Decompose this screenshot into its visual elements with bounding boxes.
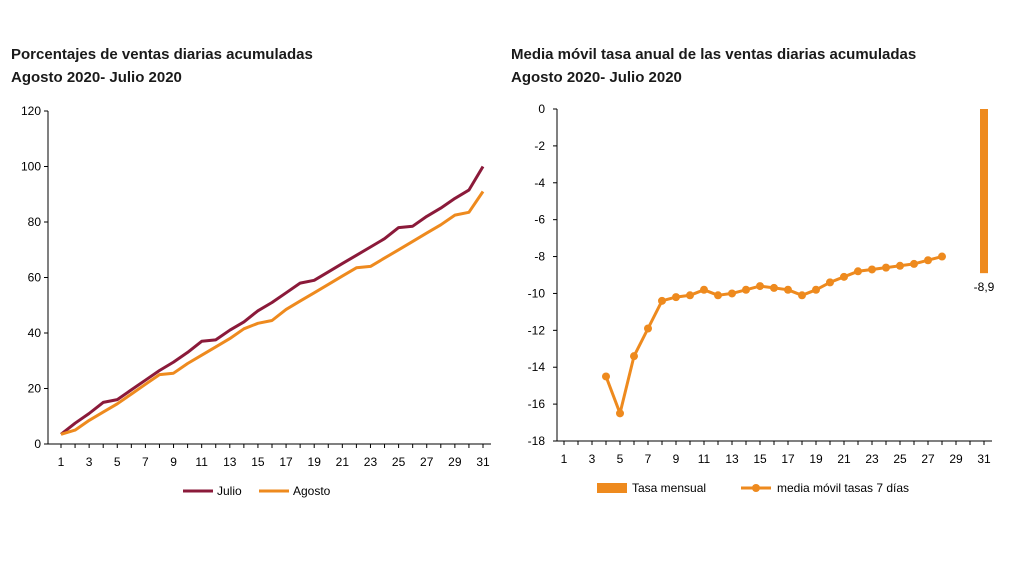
chart2-moving-average-line <box>604 255 943 415</box>
chart2-moving-average-point <box>910 259 918 268</box>
chart2-x-tick-label: 11 <box>698 452 711 466</box>
chart1-y-tick-label: 80 <box>28 215 42 229</box>
chart2-title: Media móvil tasa anual de las ventas dia… <box>511 43 916 89</box>
chart2-x-tick-label: 17 <box>781 452 795 466</box>
chart2-y-tick-label: -8 <box>534 250 545 264</box>
chart2-moving-average-point <box>658 296 666 305</box>
chart1-x-tick-label: 3 <box>86 455 93 469</box>
chart2-subtitle: Agosto 2020- Julio 2020 <box>511 69 682 86</box>
chart2-moving-average-point <box>938 252 946 261</box>
chart2-bar-data-label: -8,9 <box>974 280 995 294</box>
chart2-moving-average-point <box>728 289 736 298</box>
chart2-moving-average-point <box>840 272 848 281</box>
chart2-y-tick-label: -12 <box>528 323 546 337</box>
chart2-x-tick-label: 3 <box>589 452 596 466</box>
chart2-moving-average-point <box>770 283 778 292</box>
chart2-y-tick-label: -18 <box>528 434 546 448</box>
chart2-moving-average-point <box>644 324 652 333</box>
chart1-x-tick-label: 29 <box>448 455 462 469</box>
chart2-moving-average-point <box>602 372 610 381</box>
chart1-legend-label: Julio <box>217 484 242 498</box>
chart2-y-tick-label: -16 <box>528 397 546 411</box>
chart1-x-tick-label: 9 <box>170 455 177 469</box>
chart2-moving-average-point <box>742 285 750 294</box>
chart2-x-tick-label: 7 <box>645 452 652 466</box>
chart1-x-tick-label: 5 <box>114 455 121 469</box>
chart2-moving-average-point <box>882 263 890 272</box>
chart2-moving-average-point <box>854 267 862 276</box>
chart2-moving-average-point <box>686 291 694 300</box>
chart2-moving-average-point <box>672 293 680 302</box>
chart1-title: Porcentajes de ventas diarias acumuladas… <box>11 43 313 89</box>
chart2-moving-average-point <box>784 285 792 294</box>
chart1-x-tick-label: 17 <box>279 455 293 469</box>
chart1-x-tick-label: 23 <box>364 455 378 469</box>
chart2-y-tick-label: -10 <box>528 286 546 300</box>
chart1-x-tick-label: 25 <box>392 455 406 469</box>
chart1-subtitle: Agosto 2020- Julio 2020 <box>11 69 182 86</box>
chart2-moving-average-point <box>700 285 708 294</box>
chart2-y-tick-label: -2 <box>534 139 545 153</box>
chart1-x-tick-label: 31 <box>476 455 490 469</box>
chart2-moving-average-point <box>756 282 764 291</box>
chart1-y-tick-label: 40 <box>28 326 42 340</box>
chart2-x-tick-label: 13 <box>725 452 739 466</box>
chart2-moving-average-point <box>826 278 834 287</box>
chart2-y-tick-label: 0 <box>538 102 545 116</box>
chart2-x-tick-label: 23 <box>865 452 879 466</box>
chart2-legend-line-label: media móvil tasas 7 días <box>777 481 909 495</box>
chart2-y-tick-label: -4 <box>534 176 545 190</box>
chart2-x-tick-label: 15 <box>753 452 767 466</box>
chart2-x-tick-label: 31 <box>977 452 991 466</box>
chart1-y-tick-label: 60 <box>28 271 42 285</box>
chart2-title-line1: Media móvil tasa anual de las ventas dia… <box>511 46 917 63</box>
chart1-y-tick-label: 120 <box>21 104 41 118</box>
chart1-x-tick-label: 7 <box>142 455 149 469</box>
chart2-legend-bar-swatch <box>597 483 627 493</box>
chart1-x-tick-label: 11 <box>195 455 208 469</box>
chart2-bar-tasa-mensual <box>980 109 988 274</box>
chart1-y-tick-label: 20 <box>28 382 42 396</box>
chart1-x-tick-label: 21 <box>336 455 350 469</box>
chart2-x-tick-label: 27 <box>921 452 935 466</box>
chart1-title-line1: Porcentajes de ventas diarias acumuladas <box>11 46 313 63</box>
chart2-moving-average-point <box>798 291 806 300</box>
chart1-x-tick-label: 1 <box>58 455 65 469</box>
chart1-x-tick-label: 15 <box>251 455 265 469</box>
chart2-moving-average-point <box>868 265 876 274</box>
chart1-legend-label: Agosto <box>293 484 331 498</box>
chart2-y-tick-label: -14 <box>528 360 546 374</box>
chart2-x-tick-label: 29 <box>949 452 963 466</box>
chart2-x-tick-label: 21 <box>837 452 851 466</box>
chart2-moving-average-point <box>714 291 722 300</box>
chart2-x-tick-label: 25 <box>893 452 907 466</box>
chart2-x-tick-label: 9 <box>673 452 680 466</box>
chart2-moving-average-point <box>896 261 904 270</box>
chart2-legend-line-marker <box>752 484 760 492</box>
chart1-y-tick-label: 100 <box>21 160 41 174</box>
chart2-y-tick-label: -6 <box>534 213 545 227</box>
chart2-moving-average-point <box>812 285 820 294</box>
chart1-x-tick-label: 19 <box>308 455 322 469</box>
chart1-series-line-julio <box>60 165 485 436</box>
chart2-x-tick-label: 19 <box>809 452 823 466</box>
chart2-legend-bar-label: Tasa mensual <box>632 481 706 495</box>
chart2-moving-average-point <box>616 409 624 418</box>
chart2-x-tick-label: 5 <box>617 452 624 466</box>
chart2-x-tick-label: 1 <box>561 452 568 466</box>
chart1-x-tick-label: 27 <box>420 455 434 469</box>
chart2-moving-average-point <box>924 256 932 265</box>
chart1-series-line-agosto <box>60 190 485 436</box>
chart2-moving-average-point <box>630 352 638 361</box>
chart1-y-tick-label: 0 <box>34 437 41 451</box>
chart1-x-tick-label: 13 <box>223 455 237 469</box>
